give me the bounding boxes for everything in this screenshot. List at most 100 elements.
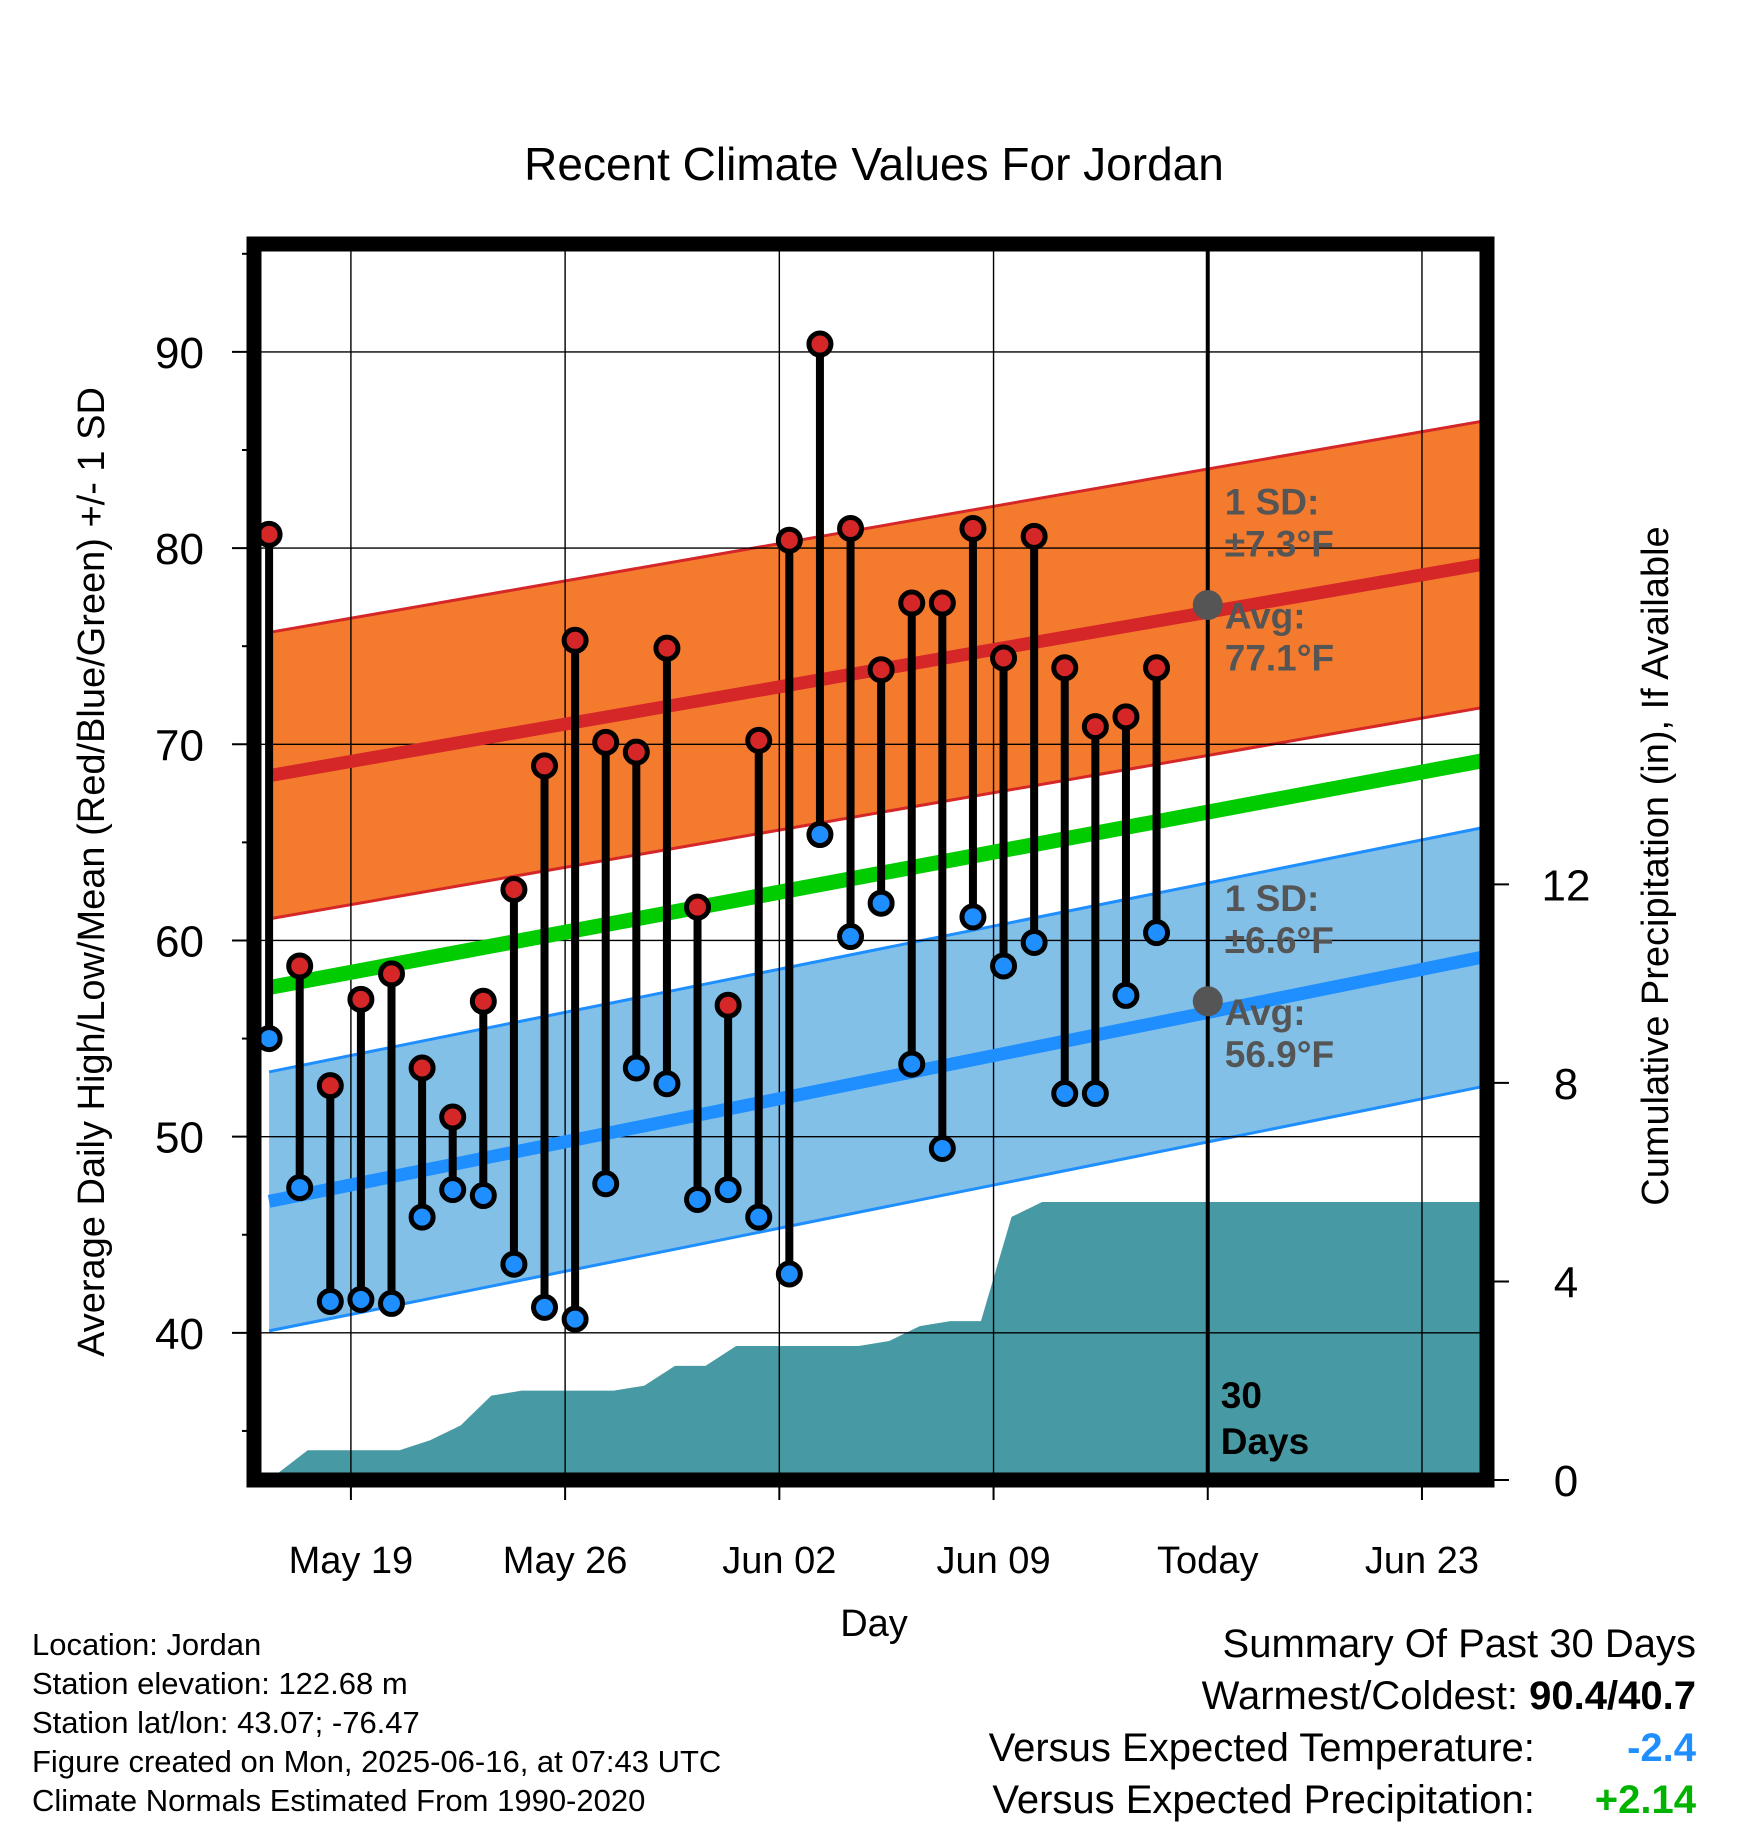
y-axis-label-right: Cumulative Precipitation (in), If Availa…	[1635, 526, 1677, 1205]
x-tick-label: Jun 09	[936, 1540, 1050, 1582]
info-latlon: Station lat/lon: 43.07; -76.47	[32, 1705, 420, 1740]
daily-high-point	[959, 514, 987, 542]
daily-low-point	[928, 1134, 956, 1162]
daily-high-point	[1081, 713, 1109, 741]
y-right-tick-label: 0	[1554, 1457, 1578, 1506]
daily-high-point	[745, 726, 773, 754]
y-right-tick-label: 12	[1542, 861, 1591, 910]
summary-precip-label: Versus Expected Precipitation:	[992, 1778, 1535, 1822]
daily-high-point	[990, 644, 1018, 672]
daily-high-point	[837, 514, 865, 542]
today-low-avg-marker	[1192, 986, 1223, 1017]
daily-high-point	[316, 1072, 344, 1100]
daily-low-point	[775, 1260, 803, 1288]
daily-low-point	[316, 1287, 344, 1315]
daily-low-point	[500, 1250, 528, 1278]
daily-low-point	[531, 1293, 559, 1321]
daily-low-point	[745, 1203, 773, 1231]
daily-low-point	[990, 952, 1018, 980]
normal-low-sd-label: 1 SD: ±6.6°F	[1225, 878, 1334, 961]
summary-warm-cold-label: Warmest/Coldest:	[1201, 1674, 1519, 1718]
info-normals: Climate Normals Estimated From 1990-2020	[32, 1783, 646, 1818]
normal-low-band-upper-edge	[268, 826, 1480, 1074]
x-tick-label: May 26	[503, 1540, 628, 1582]
daily-low-point	[1051, 1080, 1079, 1108]
daily-high-point	[592, 728, 620, 756]
info-created: Figure created on Mon, 2025-06-16, at 07…	[32, 1744, 722, 1779]
daily-low-point	[439, 1176, 467, 1204]
daily-high-point	[684, 893, 712, 921]
daily-high-point	[378, 960, 406, 988]
y-left-tick-label: 70	[155, 721, 204, 770]
daily-high-point	[806, 330, 834, 358]
daily-high-point	[531, 752, 559, 780]
daily-low-point	[1020, 928, 1048, 956]
daily-low-point	[261, 1025, 283, 1053]
x-tick-label: Jun 23	[1365, 1540, 1479, 1582]
summary-temp-value: -2.4	[1627, 1726, 1696, 1770]
summary-precip-value: +2.14	[1594, 1778, 1696, 1822]
daily-low-point	[837, 923, 865, 951]
info-location: Location: Jordan	[32, 1627, 262, 1662]
today-high-avg-marker	[1192, 589, 1223, 620]
daily-high-point	[1020, 522, 1048, 550]
daily-high-point	[653, 634, 681, 662]
daily-high-point	[561, 626, 589, 654]
chart-title: Recent Climate Values For Jordan	[524, 138, 1224, 190]
summary-warm-cold-row: Warmest/Coldest: 90.4/40.7	[989, 1670, 1696, 1722]
daily-low-point	[592, 1170, 620, 1198]
daily-low-point	[714, 1176, 742, 1204]
x-tick-label: Today	[1157, 1540, 1258, 1582]
x-axis-label: Day	[840, 1603, 908, 1645]
summary-temp-label: Versus Expected Temperature:	[988, 1726, 1535, 1770]
y-right-tick-label: 4	[1554, 1258, 1578, 1307]
daily-high-point	[469, 987, 497, 1015]
daily-low-point	[653, 1070, 681, 1098]
daily-high-point	[1051, 654, 1079, 682]
normal-high-avg-label: Avg: 77.1°F	[1225, 596, 1334, 679]
daily-high-point	[347, 985, 375, 1013]
y-left-tick-label: 80	[155, 525, 204, 574]
daily-high-point	[286, 952, 314, 980]
normal-high-band-upper-edge	[268, 420, 1480, 634]
daily-low-point	[1143, 919, 1171, 947]
summary-panel: Summary Of Past 30 Days Warmest/Coldest:…	[989, 1618, 1696, 1826]
summary-title: Summary Of Past 30 Days	[1222, 1622, 1696, 1666]
info-elevation: Station elevation: 122.68 m	[32, 1666, 408, 1701]
daily-low-point	[959, 903, 987, 931]
daily-high-point	[622, 738, 650, 766]
plot-area: 1 SD: ±7.3°F Avg: 77.1°F 1 SD: ±6.6°F Avg: 56.9…	[261, 250, 1480, 1473]
daily-low-point	[867, 889, 895, 917]
daily-high-point	[898, 589, 926, 617]
y-axis-label-left: Average Daily High/Low/Mean (Red/Blue/Gr…	[71, 387, 113, 1357]
y-left-tick-label: 40	[155, 1310, 204, 1359]
plot-frame	[246, 236, 1495, 1488]
daily-low-point	[1112, 981, 1140, 1009]
normal-low-band-lower-edge	[268, 1085, 1480, 1333]
daily-low-point	[898, 1050, 926, 1078]
station-info: Location: Jordan Station elevation: 122.…	[32, 1625, 721, 1820]
daily-high-point	[714, 991, 742, 1019]
y-right-tick-label: 8	[1554, 1060, 1578, 1109]
daily-low-point	[347, 1286, 375, 1314]
summary-warm-cold-value: 90.4/40.7	[1529, 1674, 1696, 1718]
daily-low-point	[684, 1185, 712, 1213]
daily-low-point	[1081, 1080, 1109, 1108]
normal-high-sd-label: 1 SD: ±7.3°F	[1225, 482, 1334, 565]
daily-high-point	[261, 520, 283, 548]
summary-temp-row: Versus Expected Temperature: -2.4	[989, 1722, 1696, 1774]
daily-high-point	[928, 589, 956, 617]
daily-low-point	[806, 821, 834, 849]
x-tick-label: May 19	[289, 1540, 414, 1582]
daily-low-point	[622, 1054, 650, 1082]
daily-low-point	[469, 1182, 497, 1210]
y-left-tick-label: 90	[155, 329, 204, 378]
normal-low-avg-label: Avg: 56.9°F	[1225, 992, 1334, 1075]
daily-high-point	[500, 875, 528, 903]
normal-low-line	[267, 951, 1480, 1208]
daily-high-point	[775, 526, 803, 554]
daily-high-point	[408, 1054, 436, 1082]
daily-high-point	[439, 1103, 467, 1131]
y-left-tick-label: 60	[155, 917, 204, 966]
